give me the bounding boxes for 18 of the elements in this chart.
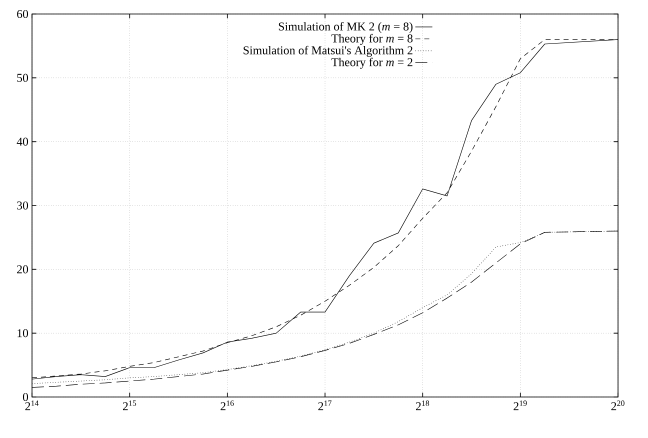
x-tick-label: 2$^{17}$ — [318, 400, 332, 410]
legend-label: Simulation of Matsui's Algorithm 2 — [244, 46, 412, 57]
x-tick-label: 2$^{20}$ — [611, 400, 624, 410]
x-tick-label: 2$^{15}$ — [122, 400, 136, 410]
y-tick-label: 60 — [17, 10, 28, 18]
x-tick-label: 2$^{18}$ — [416, 400, 430, 410]
y-tick-label: 30 — [17, 201, 28, 210]
y-tick-label: 40 — [16, 138, 28, 146]
y-tick-label: 50 — [17, 74, 28, 82]
legend-label: Theory for m = 8 — [331, 34, 413, 45]
x-tick-label: 2$^{14}$ — [25, 400, 39, 410]
y-tick-label: 0 — [22, 392, 28, 402]
legend-label: Simulation of MK 2 (m = 8) — [278, 22, 413, 33]
legend-label: Theory for m = 2 — [331, 58, 412, 69]
y-tick-label: 20 — [17, 265, 28, 274]
x-tick-label: 2$^{19}$ — [514, 400, 527, 410]
y-tick-label: 10 — [18, 329, 28, 338]
x-tick-label: 2$^{16}$ — [220, 400, 234, 410]
